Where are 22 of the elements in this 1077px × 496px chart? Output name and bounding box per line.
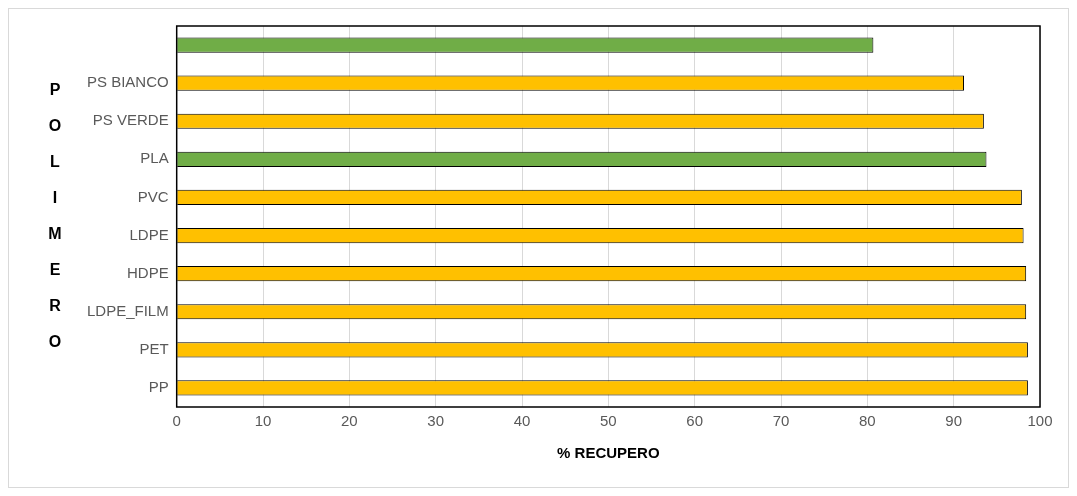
x-axis-title: % RECUPERO xyxy=(557,444,660,462)
x-tick-label: 0 xyxy=(172,412,181,430)
x-tick-label: 30 xyxy=(427,412,445,430)
y-tick-label: PS VERDE xyxy=(92,111,169,129)
x-tick-label: 90 xyxy=(945,412,963,430)
x-tick-label: 10 xyxy=(254,412,272,430)
y-tick-label: PET xyxy=(139,339,169,357)
x-tick-label: 70 xyxy=(772,412,790,430)
y-axis-title: POLIMERO xyxy=(48,80,62,350)
y-tick-label: LDPE xyxy=(129,225,169,243)
x-tick-label: 100 xyxy=(1027,412,1053,430)
y-tick-label: LDPE_FILM xyxy=(86,301,169,319)
x-tick-label: 60 xyxy=(686,412,704,430)
y-tick-label: PS BIANCO xyxy=(87,73,169,91)
x-tick-label: 50 xyxy=(600,412,617,430)
x-tick-label: 80 xyxy=(859,412,876,430)
y-tick-label: HDPE xyxy=(127,263,169,281)
x-tick-label: 20 xyxy=(341,412,358,430)
y-tick-label: PLA xyxy=(140,149,169,167)
y-tick-label: PVC xyxy=(137,187,169,205)
x-tick-label: 40 xyxy=(513,412,531,430)
y-tick-label: PP xyxy=(148,378,169,396)
